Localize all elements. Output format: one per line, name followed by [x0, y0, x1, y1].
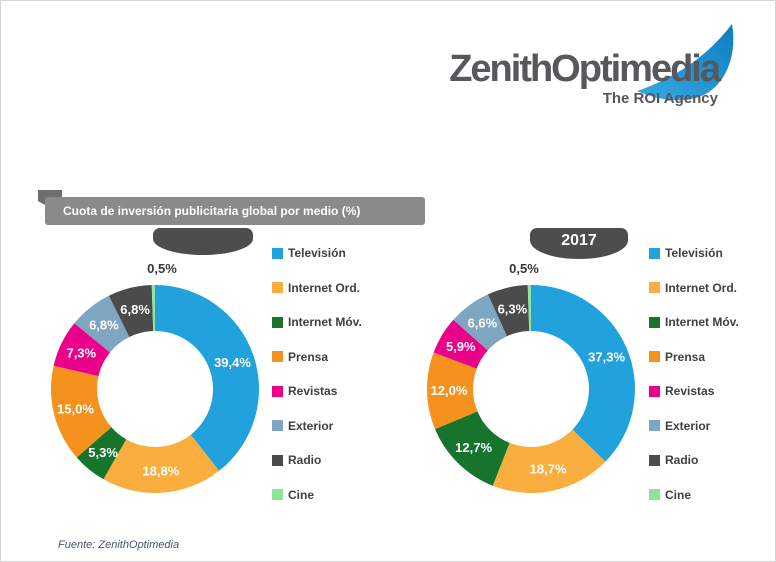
slice-label-exterior: 6,8%: [89, 317, 119, 332]
donut-slice-prensa: [426, 352, 478, 430]
source-note: Fuente: ZenithOptimedia: [58, 539, 180, 551]
legend-label-internet-mov: Internet Móv.: [288, 315, 362, 329]
legend-swatch-exterior: [272, 420, 283, 431]
donut-slice-internet-ord: [492, 429, 606, 494]
legend-item-exterior: Exterior: [649, 418, 739, 433]
slice-label-prensa: 15,0%: [57, 402, 94, 417]
slice-label-internet-ord: 18,8%: [142, 463, 179, 478]
legend-item-cine: Cine: [272, 487, 362, 502]
year-badge-right: 2017: [530, 228, 628, 259]
legend-swatch-radio: [272, 454, 283, 466]
legend-item-television: Televisión: [649, 246, 739, 260]
donut-slice-internet-mov: [76, 427, 127, 480]
slice-label-prensa: 12,0%: [431, 383, 468, 398]
legend-label-radio: Radio: [665, 453, 699, 467]
legend-label-prensa: Prensa: [665, 349, 706, 364]
donut-slice-television: [155, 285, 259, 471]
legend-item-cine: Cine: [649, 487, 739, 502]
legend-label-cine: Cine: [288, 487, 315, 502]
slice-label-revistas: 5,9%: [446, 339, 476, 354]
legend-swatch-internet-mov: [649, 316, 660, 328]
legend-label-television: Televisión: [665, 246, 723, 260]
legend-item-internet-ord: Internet Ord.: [649, 280, 739, 295]
legend-swatch-prensa: [272, 351, 283, 362]
legend-swatch-cine: [649, 489, 660, 500]
legend-label-prensa: Prensa: [288, 349, 329, 364]
legend-swatch-television: [272, 247, 283, 259]
legend-label-exterior: Exterior: [665, 418, 711, 433]
donut-slice-revistas: [53, 323, 111, 377]
slice-label-internet-mov: 5,3%: [88, 445, 118, 460]
legend-item-internet-mov: Internet Móv.: [272, 315, 362, 329]
legend-swatch-internet-ord: [272, 282, 283, 293]
legend-label-cine: Cine: [665, 487, 692, 502]
legend-swatch-revistas: [272, 385, 283, 397]
legend-item-internet-mov: Internet Móv.: [649, 315, 739, 329]
legend-swatch-internet-ord: [649, 282, 660, 293]
logo-brand-text: ZenithOptimedia: [449, 48, 721, 90]
legend-swatch-cine: [272, 489, 283, 500]
donut-slice-radio: [108, 285, 154, 338]
legend-label-internet-ord: Internet Ord.: [288, 280, 361, 295]
donut-chart-right: 37,3% 18,7% 12,7% 12,0% 5,9% 6,6%6,3%: [426, 285, 636, 494]
legend-left: Televisión Internet Ord. Internet Móv. Pren…: [272, 246, 362, 502]
slice-label-internet-mov: 12,7%: [455, 440, 492, 455]
logo-tagline-text: The ROI Agency: [602, 90, 718, 107]
donut-slice-exterior: [453, 294, 507, 351]
donut-slice-cine: [151, 285, 155, 332]
chart-title: Cuota de inversión publicitaria global p…: [45, 197, 425, 225]
donut-slice-cine: [527, 285, 531, 332]
legend-item-radio: Radio: [649, 453, 739, 467]
legend-swatch-television: [649, 247, 660, 259]
donut-slice-television: [531, 285, 636, 462]
legend-item-exterior: Exterior: [272, 418, 362, 433]
legend-swatch-exterior: [649, 420, 660, 431]
legend-swatch-internet-mov: [272, 316, 283, 328]
legend-item-radio: Radio: [272, 453, 362, 467]
slice-label-television: 39,4%: [214, 355, 251, 370]
slice-label-exterior: 6,6%: [468, 316, 498, 331]
cine-outside-label-left: 0,5%: [147, 261, 177, 276]
legend-swatch-prensa: [649, 351, 660, 362]
legend-label-radio: Radio: [288, 453, 322, 467]
legend-label-internet-mov: Internet Móv.: [665, 315, 739, 329]
legend-item-prensa: Prensa: [649, 349, 739, 364]
legend-item-prensa: Prensa: [272, 349, 362, 364]
legend-swatch-revistas: [649, 385, 660, 397]
legend-item-revistas: Revistas: [272, 384, 362, 398]
slice-label-radio: 6,8%: [120, 302, 150, 317]
legend-item-internet-ord: Internet Ord.: [272, 280, 362, 295]
donut-slice-radio: [487, 285, 530, 337]
cine-outside-label-right: 0,5%: [509, 261, 539, 276]
legend-label-television: Televisión: [288, 246, 346, 260]
legend-right: Televisión Internet Ord. Internet Móv. Pren…: [649, 246, 739, 502]
legend-label-revistas: Revistas: [665, 384, 715, 398]
slice-label-television: 37,3%: [588, 350, 625, 365]
slice-label-radio: 6,3%: [498, 302, 528, 317]
logo-swoosh-icon: [637, 24, 734, 101]
year-badge-left: [153, 228, 253, 255]
legend-label-internet-ord: Internet Ord.: [665, 280, 738, 295]
legend-label-exterior: Exterior: [288, 418, 334, 433]
donut-chart-left: 39,4% 18,8% 5,3% 15,0% 7,3% 6,8%6,8%: [51, 285, 259, 493]
donut-slice-exterior: [74, 295, 130, 353]
slice-label-internet-ord: 18,7%: [530, 462, 567, 477]
legend-item-revistas: Revistas: [649, 384, 739, 398]
slice-label-revistas: 7,3%: [66, 346, 96, 361]
legend-label-revistas: Revistas: [288, 384, 338, 398]
donut-slice-internet-ord: [103, 434, 220, 493]
donut-slice-prensa: [51, 365, 112, 458]
donut-slice-internet-mov: [435, 411, 510, 486]
legend-item-television: Televisión: [272, 246, 362, 260]
donut-slice-revistas: [433, 319, 488, 369]
legend-swatch-radio: [649, 454, 660, 466]
